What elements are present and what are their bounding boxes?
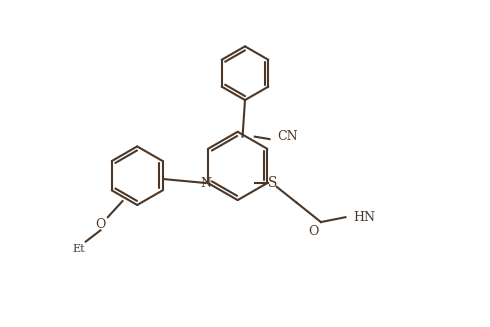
Text: S: S [268,176,278,190]
Text: CN: CN [277,130,297,143]
Text: O: O [308,225,319,238]
Text: N: N [200,177,211,190]
Text: Et: Et [72,244,85,254]
Text: HN: HN [353,211,375,224]
Text: O: O [95,218,106,231]
